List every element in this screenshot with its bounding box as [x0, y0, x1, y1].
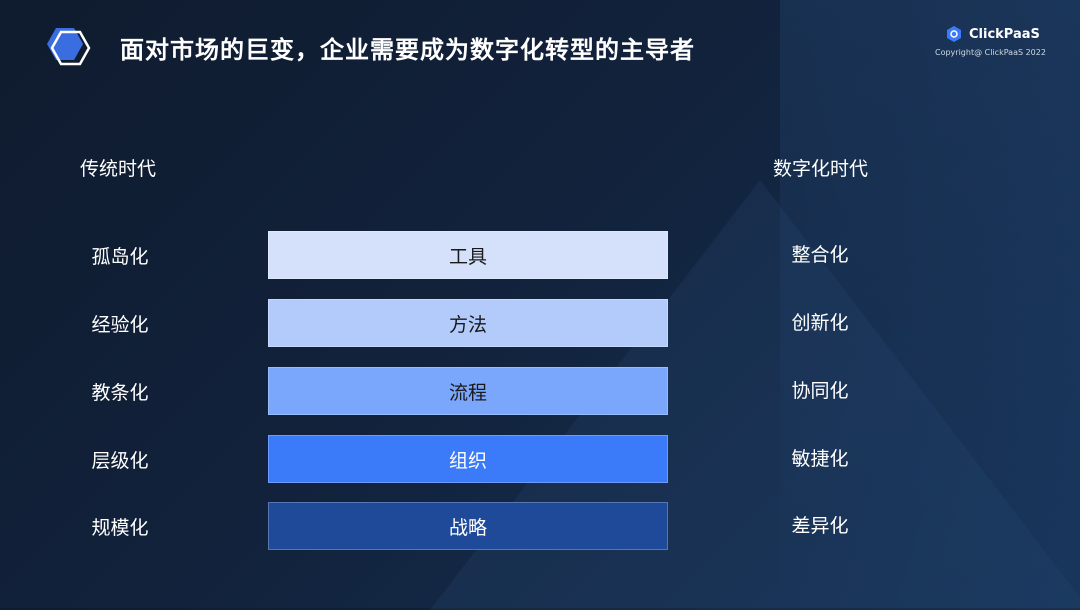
logo-text: ClickPaaS [969, 26, 1040, 42]
background-shape [780, 0, 1080, 608]
copyright: Copyright@ ClickPaaS 2022 [935, 48, 1046, 57]
digital-label: 整合化 [791, 244, 849, 266]
layer-bar: 组织 [268, 435, 668, 483]
left-header: 传统时代 [80, 158, 157, 180]
layer-bar: 方法 [268, 299, 668, 347]
layer-label: 方法 [448, 313, 487, 336]
traditional-label: 经验化 [91, 314, 149, 336]
layer-label: 流程 [448, 381, 487, 404]
digital-label: 协同化 [791, 380, 849, 402]
logo: ClickPaaS [945, 25, 1040, 43]
layer-bar: 流程 [268, 367, 668, 415]
traditional-label: 教条化 [91, 382, 149, 404]
traditional-label: 孤岛化 [91, 246, 149, 268]
layer-bar: 战略 [268, 502, 668, 550]
hexagon-icon [47, 28, 91, 66]
digital-label: 敏捷化 [791, 448, 849, 470]
layer-label: 战略 [448, 516, 487, 539]
traditional-label: 层级化 [91, 450, 149, 472]
layer-label: 组织 [448, 449, 487, 472]
clickpaas-logo-icon [947, 26, 961, 42]
right-header: 数字化时代 [773, 158, 869, 180]
digital-label: 差异化 [791, 515, 849, 537]
page-title: 面对市场的巨变，企业需要成为数字化转型的主导者 [120, 36, 695, 64]
layer-bar: 工具 [268, 231, 668, 279]
layer-label: 工具 [448, 245, 487, 268]
digital-label: 创新化 [791, 312, 849, 334]
traditional-label: 规模化 [91, 517, 149, 539]
